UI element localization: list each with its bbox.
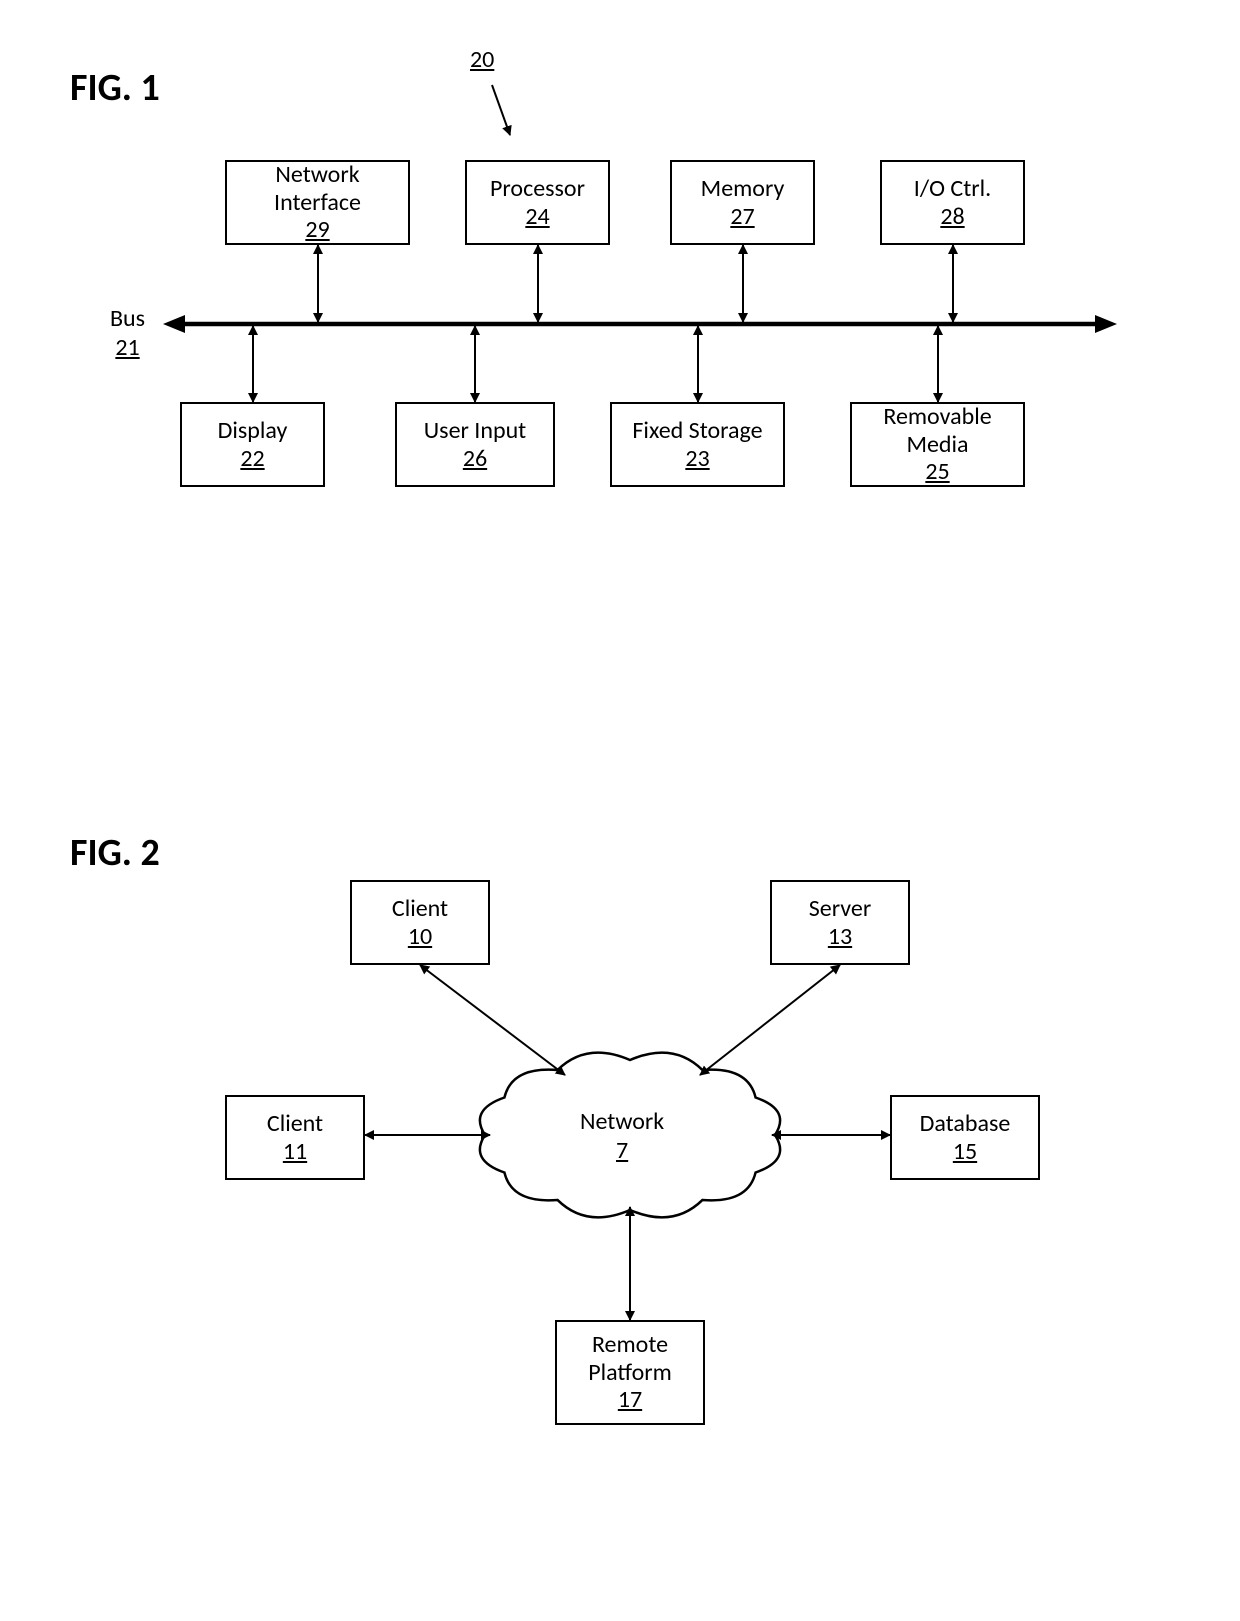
user-input-box: User Input26: [395, 402, 555, 487]
network-cloud-text: Network: [580, 1107, 664, 1136]
io-ctrl-box: I/O Ctrl.28: [880, 160, 1025, 245]
database-box: Database15: [890, 1095, 1040, 1180]
processor-box: Processor24: [465, 160, 610, 245]
memory-box: Memory27: [670, 160, 815, 245]
network-cloud-ref: 7: [616, 1136, 628, 1165]
display-box: Display22: [180, 402, 325, 487]
network-interface-box: Network Interface29: [225, 160, 410, 245]
removable-media-box: Removable Media25: [850, 402, 1025, 487]
server-13-box: Server13: [770, 880, 910, 965]
fixed-storage-box: Fixed Storage23: [610, 402, 785, 487]
remote-platform-box: RemotePlatform17: [555, 1320, 705, 1425]
network-cloud-label: Network 7: [580, 1107, 664, 1165]
client-11-box: Client11: [225, 1095, 365, 1180]
page: { "colors": { "stroke": "#000000", "bg":…: [0, 0, 1240, 1621]
client-10-box: Client10: [350, 880, 490, 965]
